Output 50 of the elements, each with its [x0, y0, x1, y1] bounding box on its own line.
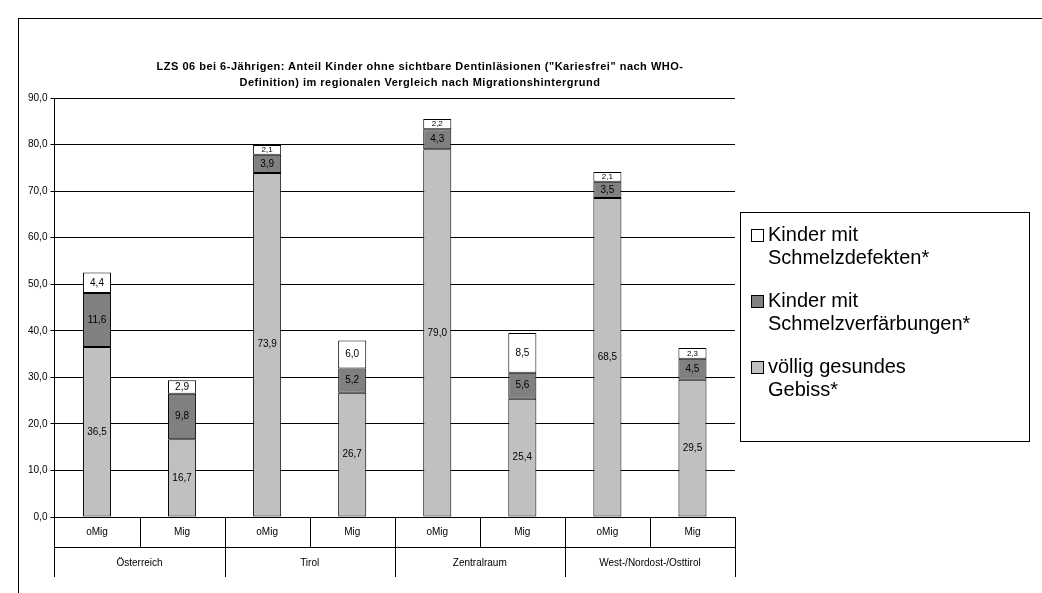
text: West-/Nordost-/Osttirol: [599, 556, 701, 568]
y-tick-label: 80,0: [27, 138, 48, 150]
text: Tirol: [300, 556, 320, 568]
data-label: 68,5: [597, 351, 618, 363]
y-tick-label: 20,0: [27, 417, 48, 429]
data-label: 4,3: [430, 132, 445, 144]
data-label: 25,4: [512, 451, 533, 463]
data-label: 79,0: [427, 326, 448, 338]
y-tick-label: 30,0: [27, 371, 48, 383]
x-tick-label: Mig: [514, 525, 531, 537]
x-tick-label: Mig: [684, 525, 701, 537]
x-tick-label: oMig: [256, 525, 278, 537]
data-label: 73,9: [257, 338, 278, 350]
data-label: 6,0: [345, 348, 360, 360]
x-tick-label: Mig: [344, 525, 361, 537]
data-label: 5,6: [515, 379, 530, 391]
data-label: 11,6: [87, 313, 107, 325]
data-label: 9,8: [175, 410, 190, 422]
x-tick-label: oMig: [596, 525, 619, 537]
data-label: 5,2: [345, 374, 360, 386]
data-label: 2,1: [261, 145, 274, 155]
data-label: 16,7: [172, 471, 193, 483]
y-tick-label: 50,0: [27, 277, 48, 289]
data-label: 3,5: [600, 183, 615, 195]
x-tick-label: oMig: [426, 525, 449, 537]
y-tick-label: 40,0: [27, 324, 48, 336]
legend-label: Kinder mit Schmelzverfärbungen*: [768, 289, 972, 335]
y-tick-label: 0,0: [33, 510, 48, 522]
y-tick-label: 90,0: [27, 91, 48, 103]
data-label: 29,5: [682, 441, 703, 453]
data-label: 2,9: [175, 380, 190, 392]
y-tick-label: 60,0: [27, 231, 48, 243]
data-label: 36,5: [87, 425, 108, 437]
data-label: 2,2: [431, 119, 444, 129]
text: Zentralraum: [452, 556, 507, 568]
x-tick-label: Mig: [174, 525, 191, 537]
text: Kinder mit Schmelzdefekten*: [768, 223, 931, 269]
data-label: 2,3: [686, 348, 699, 358]
chart-title: LZS 06 bei 6-Jährigen: Anteil Kinder ohne sichtbare Dentinläsionen ("Kariesfrei" nach WHO-Definition) im regionalen Vergleich nach Migrationshintergrund: [155, 59, 685, 90]
data-label: 4,4: [90, 276, 105, 288]
x-tick-label: oMig: [86, 525, 108, 537]
y-tick-label: 70,0: [27, 184, 48, 196]
data-label: 3,9: [260, 157, 275, 169]
legend-label: völlig gesundes Gebiss*: [768, 355, 907, 401]
y-tick-label: 10,0: [27, 464, 48, 476]
data-label: 2,1: [601, 172, 614, 182]
data-label: 26,7: [342, 448, 363, 460]
text: Österreich: [116, 556, 163, 568]
data-label: 4,5: [685, 362, 700, 374]
data-label: 8,5: [515, 346, 530, 358]
